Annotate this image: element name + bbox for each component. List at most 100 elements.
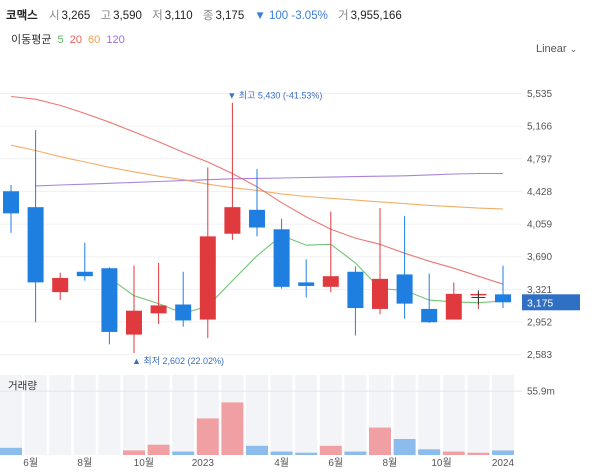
volume-column-background [393,375,416,455]
volume-bar[interactable] [295,452,318,455]
ma-5-line [109,234,504,314]
x-tick-label: 2024 [492,458,515,469]
volume-column-background [24,375,47,455]
candle-body-down[interactable] [27,207,44,283]
candle-body-up[interactable] [224,207,241,234]
high-value: 3,590 [113,10,142,22]
high-label: 고 [100,10,112,22]
volume-column-background [172,375,195,455]
chevron-down-icon: ⌄ [569,44,578,54]
candle-body-up[interactable] [445,293,462,320]
volume-column-background [319,375,342,455]
volume-column-background [0,375,22,455]
scale-selector-value: Linear [536,43,567,55]
volume-column-background [442,375,465,455]
volume-bar[interactable] [319,445,342,455]
price-tick-label: 4,428 [527,187,552,198]
volume-column-background [73,375,96,455]
volume-column-background [123,375,145,455]
stock-name: 코맥스 [6,10,38,22]
candle-body-up[interactable] [199,236,216,320]
volume-column-background [270,375,293,455]
price-tick-label: 4,059 [527,220,552,231]
change-value: ▼ 100 -3.05% [254,10,328,22]
x-tick-label: 2023 [192,458,215,469]
candle-body-up[interactable] [126,310,142,335]
volume-label: 거 [338,10,349,22]
candle-body-down[interactable] [347,271,364,309]
candle-body-down[interactable] [249,209,265,228]
candle-body-down[interactable] [495,294,511,303]
price-tick-label: 5,535 [527,89,552,100]
volume-bar[interactable] [172,451,195,455]
volume-column-background [467,375,490,455]
volume-bar[interactable] [123,450,145,455]
candle-body-down[interactable] [396,274,413,304]
moving-average-legend[interactable]: 이동평균 5 20 60 120 [11,31,128,47]
volume-column-background [49,375,72,455]
price-tick-label: 4,797 [527,154,552,165]
x-tick-label: 8월 [382,457,397,469]
x-tick-label: 10월 [134,457,154,469]
ma-60-label: 60 [88,34,101,46]
volume-panel-label: 거래량 [8,380,37,392]
close-label: 종 [202,10,214,22]
candle-body-down[interactable] [101,268,118,332]
volume-bar[interactable] [147,444,170,455]
volume-column-background [295,375,318,455]
ma-20-label: 20 [69,34,82,46]
min-price-annotation: ▲ 최저 2,602 (22.02%) [132,356,224,366]
max-price-annotation: ▼ 최고 5,430 (-41.53%) [227,91,322,101]
candle-body-down[interactable] [421,308,438,323]
candle-body-down[interactable] [175,304,192,321]
volume-column-background [418,375,441,455]
volume-bar[interactable] [369,427,391,455]
volume-column-background [492,375,514,455]
x-tick-label: 8월 [77,457,92,469]
candle-body-up[interactable] [52,277,69,293]
ma-120-line [35,172,503,187]
current-price-tag [522,294,580,311]
x-tick-label: 6월 [23,457,38,469]
volume-value: 3,955,166 [350,10,402,22]
volume-column-background [246,375,268,455]
volume-bar[interactable] [467,452,490,455]
candle-body-down[interactable] [3,191,19,214]
price-header: 코맥스 시 3,265 고 3,590 저 3,110 종 3,175 ▼ 100 -3… [6,7,409,23]
volume-bar[interactable] [393,439,416,455]
volume-bar[interactable] [246,445,268,455]
volume-bar[interactable] [196,418,219,455]
candle-body-down[interactable] [298,282,315,286]
volume-bar[interactable] [492,450,514,455]
price-tick-label: 3,321 [527,285,552,296]
volume-bar[interactable] [442,451,465,455]
low-value: 3,110 [164,10,193,22]
price-tick-label: 5,166 [527,122,552,133]
candle-body-up[interactable] [372,278,388,309]
close-value: 3,175 [215,10,245,22]
volume-bar[interactable] [270,451,293,455]
price-tick-label: 2,952 [527,318,552,329]
open-label: 시 [48,10,60,22]
volume-tick-label: 55.9m [527,387,555,398]
volume-bar[interactable] [221,402,244,455]
price-tick-label: 3,690 [527,252,552,263]
candle-body-down[interactable] [273,229,290,287]
x-tick-label: 4월 [274,457,289,469]
x-tick-label: 6월 [328,457,343,469]
open-value: 3,265 [61,10,91,22]
candle-body-up[interactable] [150,305,167,314]
volume-bar[interactable] [0,447,22,455]
candle-body-down[interactable] [76,271,93,277]
volume-column-background [344,375,367,455]
volume-bar[interactable] [418,449,441,455]
volume-column-background [98,375,121,455]
volume-bar[interactable] [344,451,367,455]
candle-body-up[interactable] [322,276,339,287]
x-tick-label: 10월 [431,457,451,469]
ma-120-label: 120 [106,34,125,46]
price-tick-label: 2,583 [527,350,552,361]
scale-selector[interactable]: Linear ⌄ [536,43,577,55]
low-label: 저 [152,10,163,22]
